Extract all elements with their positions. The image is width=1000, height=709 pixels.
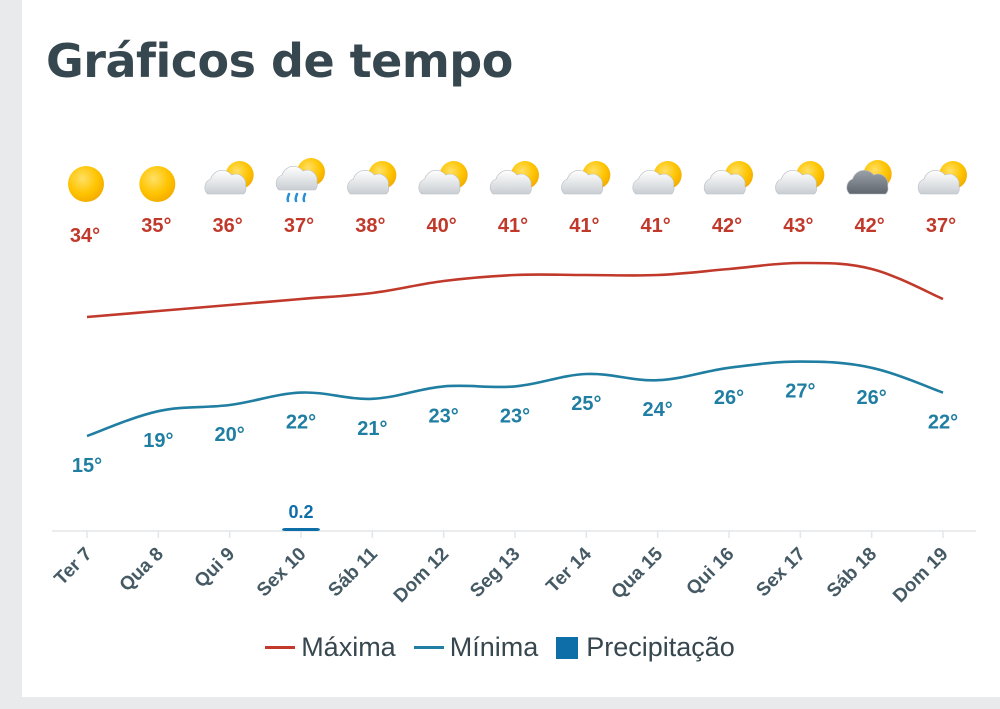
x-tick-label: Dom 19: [889, 544, 952, 607]
x-tick-label: Sex 17: [752, 544, 809, 601]
precipitation-series: 0.2: [282, 502, 320, 531]
max-value-label: 40°: [427, 215, 457, 237]
legend-max-swatch: [265, 646, 296, 649]
partly-cloudy-icon: [561, 161, 611, 195]
legend-min-label: Mínima: [449, 632, 539, 662]
min-value-label: 27°: [785, 381, 815, 403]
sun-icon: [68, 166, 104, 202]
min-line: [86, 360, 944, 438]
min-value-label: 23°: [429, 405, 459, 427]
min-series: 15° 19° 20° 22° 21° 23° 23° 25° 24° 26° 27° 26° 22°: [72, 360, 958, 477]
weather-icons: [68, 158, 967, 203]
max-value-label: 37°: [284, 215, 314, 237]
x-tick-label: Seg 13: [466, 544, 524, 602]
x-axis: Ter 7 Qua 8 Qui 9 Sex 10 Sáb 11 Dom 12 Seg 13 T…: [51, 530, 976, 607]
x-tick-label: Sáb 11: [324, 543, 382, 601]
weather-chart-card: Gráficos de tempo: [22, 0, 1000, 697]
legend-max-label: Máxima: [301, 632, 396, 662]
x-tick-label: Ter 14: [542, 543, 596, 597]
legend-precip-swatch: [556, 636, 579, 659]
max-value-label: 41°: [641, 215, 671, 237]
min-value-label: 25°: [571, 393, 601, 415]
partly-cloudy-icon: [489, 161, 539, 195]
min-value-label: 22°: [286, 412, 316, 434]
min-value-label: 22°: [928, 412, 958, 434]
x-tick-label: Qua 8: [116, 544, 168, 596]
partly-cloudy-icon: [775, 161, 825, 195]
min-value-label: 23°: [500, 405, 530, 427]
precip-label: 0.2: [288, 502, 313, 522]
min-value-label: 15°: [72, 455, 102, 477]
max-value-label: 42°: [712, 215, 742, 237]
min-value-label: 21°: [357, 418, 387, 440]
max-value-label: 41°: [569, 215, 599, 237]
min-value-label: 19°: [143, 430, 173, 452]
max-value-label: 42°: [855, 215, 885, 237]
legend: Máxima Mínima Precipitação: [0, 632, 1000, 663]
x-tick-label: Qua 15: [608, 543, 668, 603]
max-value-label: 34°: [70, 225, 100, 247]
partly-cloudy-icon: [204, 161, 254, 195]
sun-icon: [139, 166, 176, 202]
x-tick-label: Ter 7: [51, 544, 97, 590]
max-series: 34° 35° 36° 37° 38° 40° 41° 41° 41° 42° 43° 42° 37°: [70, 215, 956, 319]
dark-cloud-sun-icon: [846, 160, 892, 195]
min-value-label: 20°: [215, 424, 245, 446]
page-title: Gráficos de tempo: [46, 34, 513, 88]
min-value-label: 26°: [714, 387, 744, 409]
partly-cloudy-icon: [418, 161, 468, 195]
min-value-label: 24°: [643, 399, 673, 421]
max-value-label: 38°: [355, 215, 385, 237]
precip-bar: [282, 528, 320, 531]
partly-cloudy-icon: [917, 161, 967, 195]
max-line: [86, 261, 944, 319]
partly-cloudy-icon: [347, 161, 397, 195]
max-value-label: 41°: [498, 215, 528, 237]
min-value-label: 26°: [857, 387, 887, 409]
legend-item-precip[interactable]: Precipitação: [556, 632, 735, 663]
x-tick-label: Dom 12: [390, 544, 453, 607]
partly-cloudy-icon: [632, 161, 682, 195]
legend-item-max[interactable]: Máxima: [265, 632, 396, 663]
x-tick-label: Qui 16: [683, 544, 739, 600]
legend-precip-label: Precipitação: [586, 632, 735, 662]
max-value-label: 37°: [926, 215, 956, 237]
max-value-label: 43°: [783, 215, 813, 237]
x-tick-label: Sex 10: [253, 544, 310, 601]
rain-cloud-icon: [275, 158, 325, 203]
legend-min-swatch: [413, 646, 444, 649]
legend-item-min[interactable]: Mínima: [413, 632, 539, 663]
x-tick-label: Qui 9: [191, 544, 239, 592]
max-value-label: 36°: [213, 215, 243, 237]
max-value-label: 35°: [141, 215, 171, 237]
partly-cloudy-icon: [703, 161, 753, 195]
x-tick-label: Sáb 18: [823, 544, 881, 602]
